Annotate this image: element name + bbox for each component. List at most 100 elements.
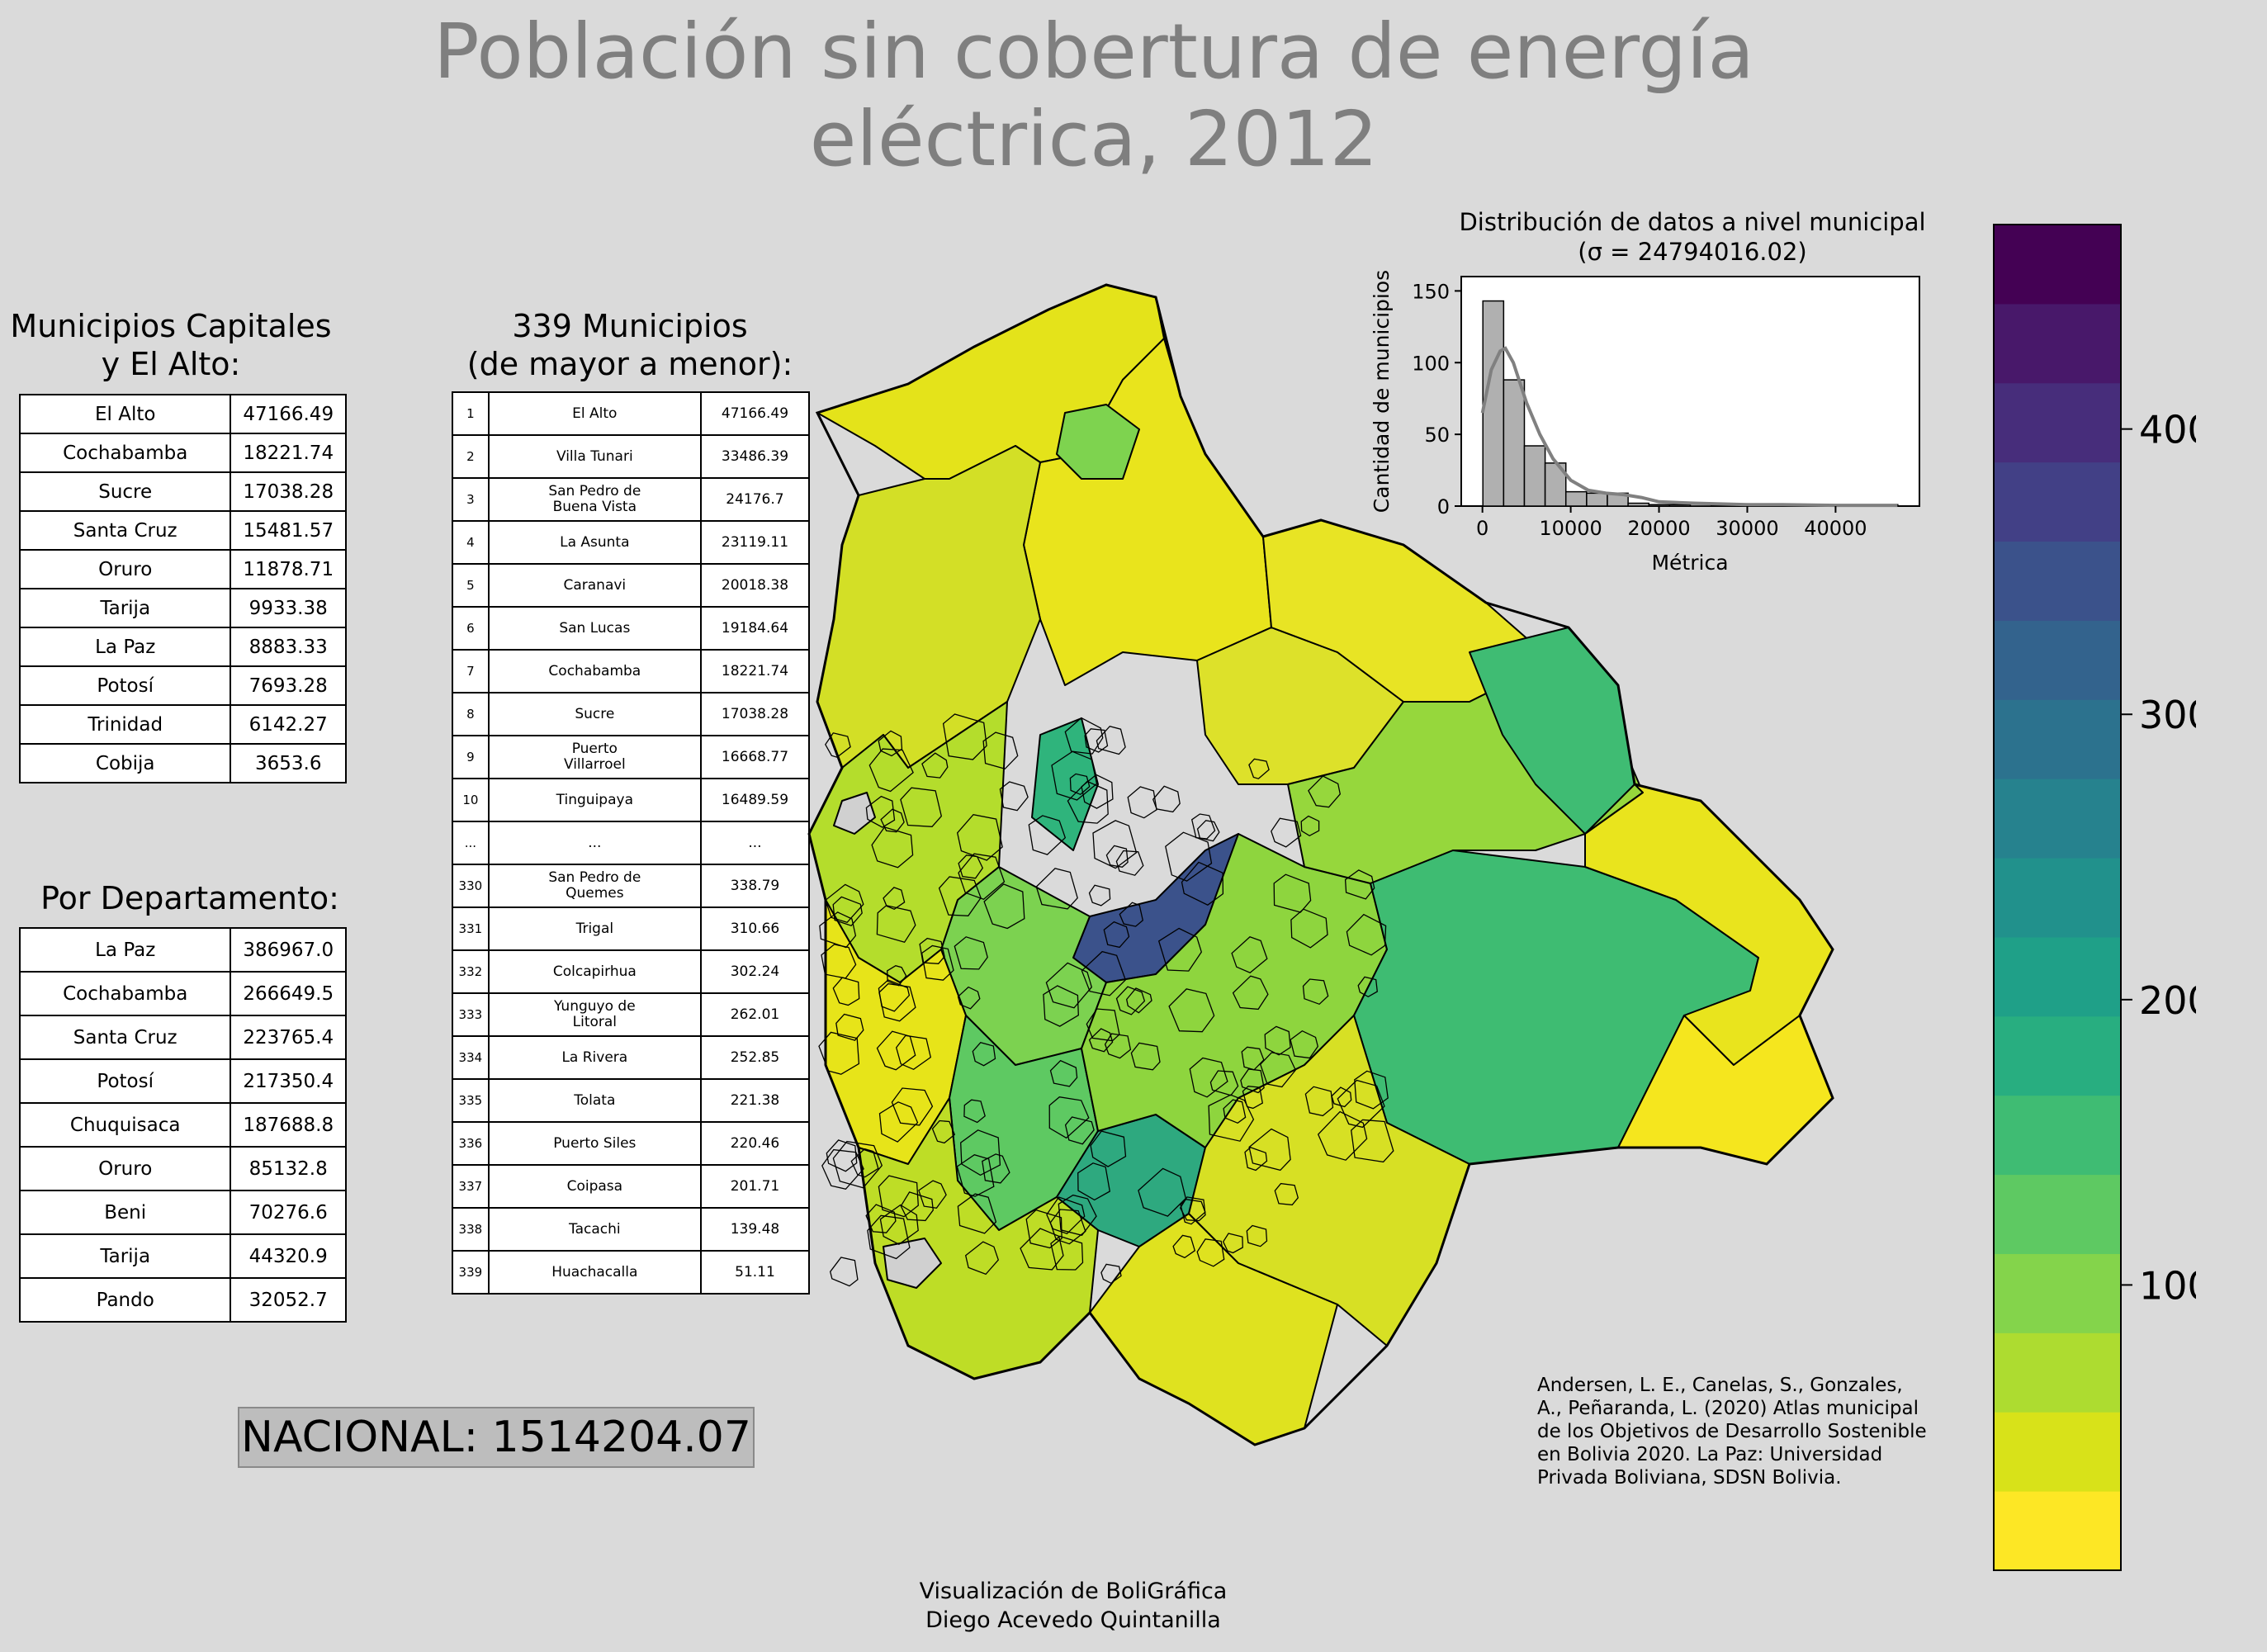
municipal-boundary (1035, 868, 1078, 910)
colorbar: 10000 20000 30000 40000 (1993, 224, 2196, 1571)
municipal-boundary (1025, 1209, 1063, 1249)
table-cell-name: Cobija (18, 743, 232, 783)
municipal-boundary (1028, 815, 1067, 855)
table-cell-rank: 337 (452, 1164, 490, 1209)
table-row: 4 La Asunta 23119.11 (452, 520, 811, 565)
municipal-boundary (1240, 1068, 1265, 1094)
table-row: Oruro 11878.71 (18, 549, 347, 589)
municipal-boundary (1242, 1086, 1264, 1110)
table-cell-name: Pando (18, 1277, 232, 1323)
table-row: 335 Tolata 221.38 (452, 1078, 811, 1123)
municipal-boundary (954, 936, 988, 970)
municipal-boundary (879, 1204, 919, 1245)
table-cell-rank: 336 (452, 1121, 490, 1166)
table-cell-value: 217350.4 (230, 1058, 347, 1104)
table-cell-rank: 6 (452, 606, 490, 651)
municipal-boundary (1271, 817, 1302, 848)
municipal-boundary (1081, 950, 1127, 996)
table-row: Cobija 3653.6 (18, 743, 347, 783)
municipal-boundary (868, 748, 914, 793)
municipal-boundary (983, 883, 1025, 930)
municipal-boundary (956, 1153, 995, 1197)
table-cell-name: Chuquisaca (18, 1102, 232, 1148)
municipal-boundary (880, 808, 905, 833)
municipal-boundary (1241, 1046, 1265, 1071)
colorbar-segment (1994, 1253, 2121, 1333)
municipal-boundary (958, 853, 1006, 900)
municipal-boundary (960, 1129, 1001, 1176)
municipal-boundary (1051, 750, 1098, 801)
table-row: 330 San Pedro de Quemes 338.79 (452, 864, 811, 908)
table-row: Tarija 9933.38 (18, 588, 347, 628)
municipal-boundary (1290, 908, 1328, 949)
municipal-boundary (1077, 1162, 1111, 1201)
municipal-boundary (1308, 775, 1342, 808)
table-row: Santa Cruz 223765.4 (18, 1015, 347, 1060)
table-cell-rank: 1 (452, 391, 490, 436)
municipal-boundary (895, 1034, 932, 1071)
table-cell-name: Sucre (487, 692, 702, 736)
table-cell-value: 51.11 (699, 1250, 811, 1295)
municipal-boundary (931, 1119, 956, 1144)
municipal-boundary (1248, 1128, 1291, 1172)
municipal-boundary (942, 713, 987, 760)
table-cell-value: 18221.74 (699, 649, 811, 693)
histogram-xtick-label: 10000 (1539, 517, 1602, 540)
municipal-boundary (1104, 1033, 1132, 1059)
country-outline (807, 283, 1834, 1446)
municipal-boundary (1103, 921, 1130, 949)
municipalities-title: 339 Municipios (de mayor a menor): (452, 307, 807, 383)
histogram-ytick-label: 100 (1412, 352, 1450, 375)
table-cell-value: 187688.8 (230, 1102, 347, 1148)
municipal-boundary (876, 905, 916, 944)
table-row: Cochabamba 18221.74 (18, 433, 347, 473)
histogram-bar (1482, 300, 1505, 507)
municipal-boundary (1050, 1235, 1084, 1271)
municipal-boundary (957, 986, 981, 1010)
municipal-boundary (900, 1191, 934, 1222)
municipal-boundary (1058, 1194, 1097, 1237)
municipal-boundary (1246, 1224, 1268, 1247)
table-cell-value: 18221.74 (230, 433, 347, 473)
histogram-ytick-label: 50 (1424, 424, 1450, 447)
histogram-bars (1482, 300, 1899, 507)
municipal-boundary (1152, 785, 1181, 813)
table-row: Cochabamba 266649.5 (18, 971, 347, 1016)
municipal-boundary (1231, 936, 1268, 973)
table-cell-name: San Pedro de Buena Vista (487, 477, 702, 522)
municipal-boundary (1138, 1167, 1187, 1217)
municipal-boundary (1130, 1042, 1161, 1071)
municipal-boundary (878, 982, 916, 1022)
municipal-boundary (1354, 1070, 1389, 1110)
colorbar-segment (1994, 620, 2121, 700)
table-row: 336 Puerto Siles 220.46 (452, 1121, 811, 1166)
table-cell-rank: 339 (452, 1250, 490, 1295)
table-cell-rank: 9 (452, 735, 490, 779)
table-row: 331 Trigal 310.66 (452, 906, 811, 951)
municipal-boundary (1337, 1079, 1385, 1129)
colorbar-segment (1994, 1491, 2121, 1571)
table-row: La Paz 8883.33 (18, 627, 347, 667)
colorbar-segment (1994, 1174, 2121, 1254)
municipal-boundary (865, 1204, 897, 1233)
municipal-boundary (883, 887, 906, 911)
table-cell-name: Tolata (487, 1078, 702, 1123)
table-row: 333 Yunguyo de Litoral 262.01 (452, 992, 811, 1037)
municipal-boundary (1115, 986, 1146, 1015)
municipal-boundary (1244, 1147, 1268, 1172)
capitals-title: Municipios Capitales y El Alto: (0, 307, 342, 383)
colorbar-tick-label: 10000 (2139, 1263, 2196, 1308)
colorbar-segment (1994, 936, 2121, 1017)
histogram-xlabel: Métrica (1651, 551, 1728, 575)
municipal-boundary (1088, 1028, 1114, 1053)
municipal-boundary (921, 752, 949, 779)
colorbar-tick-label: 30000 (2139, 693, 2196, 737)
table-cell-name: Trinidad (18, 704, 232, 745)
municipal-boundary (1045, 962, 1093, 1009)
table-cell-name: Tarija (18, 588, 232, 628)
table-cell-name: Villa Tunari (487, 434, 702, 479)
municipal-boundary (1344, 869, 1375, 900)
municipal-boundary (1208, 1094, 1255, 1142)
municipal-boundary (878, 1175, 919, 1218)
table-row: 339 Huachacalla 51.11 (452, 1250, 811, 1295)
